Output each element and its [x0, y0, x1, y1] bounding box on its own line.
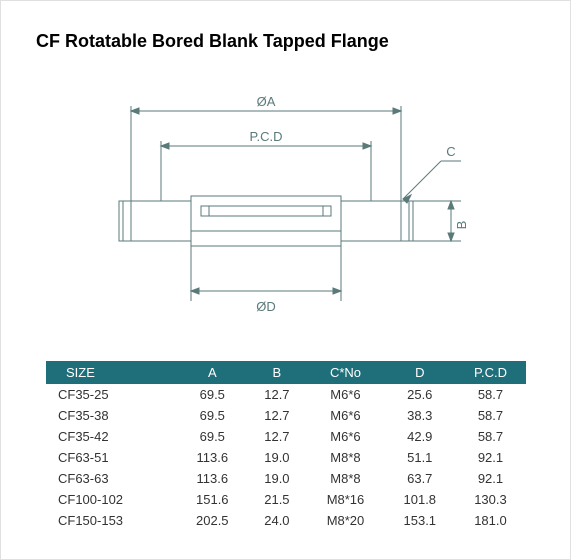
table-cell: 181.0	[455, 510, 526, 531]
table-cell: 202.5	[177, 510, 247, 531]
spec-table: SIZEABC*NoDP.C.D CF35-2569.512.7M6*625.6…	[46, 361, 526, 531]
flange-diagram: ØA P.C.D ØD C B	[101, 91, 501, 331]
table-cell: 19.0	[247, 468, 306, 489]
table-cell: 24.0	[247, 510, 306, 531]
table-cell: 130.3	[455, 489, 526, 510]
table-row: CF150-153202.524.0M8*20153.1181.0	[46, 510, 526, 531]
table-cell: M6*6	[306, 384, 384, 405]
table-cell: 101.8	[385, 489, 455, 510]
table-cell: 58.7	[455, 384, 526, 405]
table-cell: 92.1	[455, 468, 526, 489]
table-header-cell: A	[177, 361, 247, 384]
table-header-cell: P.C.D	[455, 361, 526, 384]
table-header-cell: C*No	[306, 361, 384, 384]
label-od: ØD	[256, 299, 276, 314]
table-cell: 58.7	[455, 405, 526, 426]
table-cell: CF35-42	[46, 426, 177, 447]
table-cell: 113.6	[177, 468, 247, 489]
table-header-cell: D	[385, 361, 455, 384]
label-pcd: P.C.D	[250, 129, 283, 144]
table-cell: 51.1	[385, 447, 455, 468]
table-cell: M8*8	[306, 447, 384, 468]
table-cell: 69.5	[177, 384, 247, 405]
table-cell: 19.0	[247, 447, 306, 468]
table-cell: 58.7	[455, 426, 526, 447]
table-row: CF35-3869.512.7M6*638.358.7	[46, 405, 526, 426]
table-cell: CF35-25	[46, 384, 177, 405]
table-cell: 21.5	[247, 489, 306, 510]
table-cell: 12.7	[247, 384, 306, 405]
label-oa: ØA	[257, 94, 276, 109]
table-cell: 38.3	[385, 405, 455, 426]
table-cell: CF150-153	[46, 510, 177, 531]
table-row: CF35-4269.512.7M6*642.958.7	[46, 426, 526, 447]
table-cell: CF35-38	[46, 405, 177, 426]
page-title: CF Rotatable Bored Blank Tapped Flange	[36, 31, 389, 52]
table-cell: CF100-102	[46, 489, 177, 510]
table-cell: M6*6	[306, 426, 384, 447]
table-row: CF35-2569.512.7M6*625.658.7	[46, 384, 526, 405]
table-header-cell: SIZE	[46, 361, 177, 384]
table-cell: M8*20	[306, 510, 384, 531]
table-cell: 113.6	[177, 447, 247, 468]
table-cell: 69.5	[177, 426, 247, 447]
table-cell: 153.1	[385, 510, 455, 531]
table-body: CF35-2569.512.7M6*625.658.7CF35-3869.512…	[46, 384, 526, 531]
label-b: B	[454, 221, 469, 230]
table-cell: 12.7	[247, 405, 306, 426]
table-header-row: SIZEABC*NoDP.C.D	[46, 361, 526, 384]
table-cell: M6*6	[306, 405, 384, 426]
table-cell: CF63-51	[46, 447, 177, 468]
table-cell: 63.7	[385, 468, 455, 489]
table-cell: M8*16	[306, 489, 384, 510]
table-cell: 92.1	[455, 447, 526, 468]
table-cell: 69.5	[177, 405, 247, 426]
table-row: CF63-63113.619.0M8*863.792.1	[46, 468, 526, 489]
table-cell: M8*8	[306, 468, 384, 489]
label-c: C	[446, 144, 455, 159]
table-cell: 151.6	[177, 489, 247, 510]
table-row: CF100-102151.621.5M8*16101.8130.3	[46, 489, 526, 510]
table-cell: 42.9	[385, 426, 455, 447]
table-header-cell: B	[247, 361, 306, 384]
table-cell: 12.7	[247, 426, 306, 447]
table-cell: CF63-63	[46, 468, 177, 489]
table-cell: 25.6	[385, 384, 455, 405]
table-row: CF63-51113.619.0M8*851.192.1	[46, 447, 526, 468]
